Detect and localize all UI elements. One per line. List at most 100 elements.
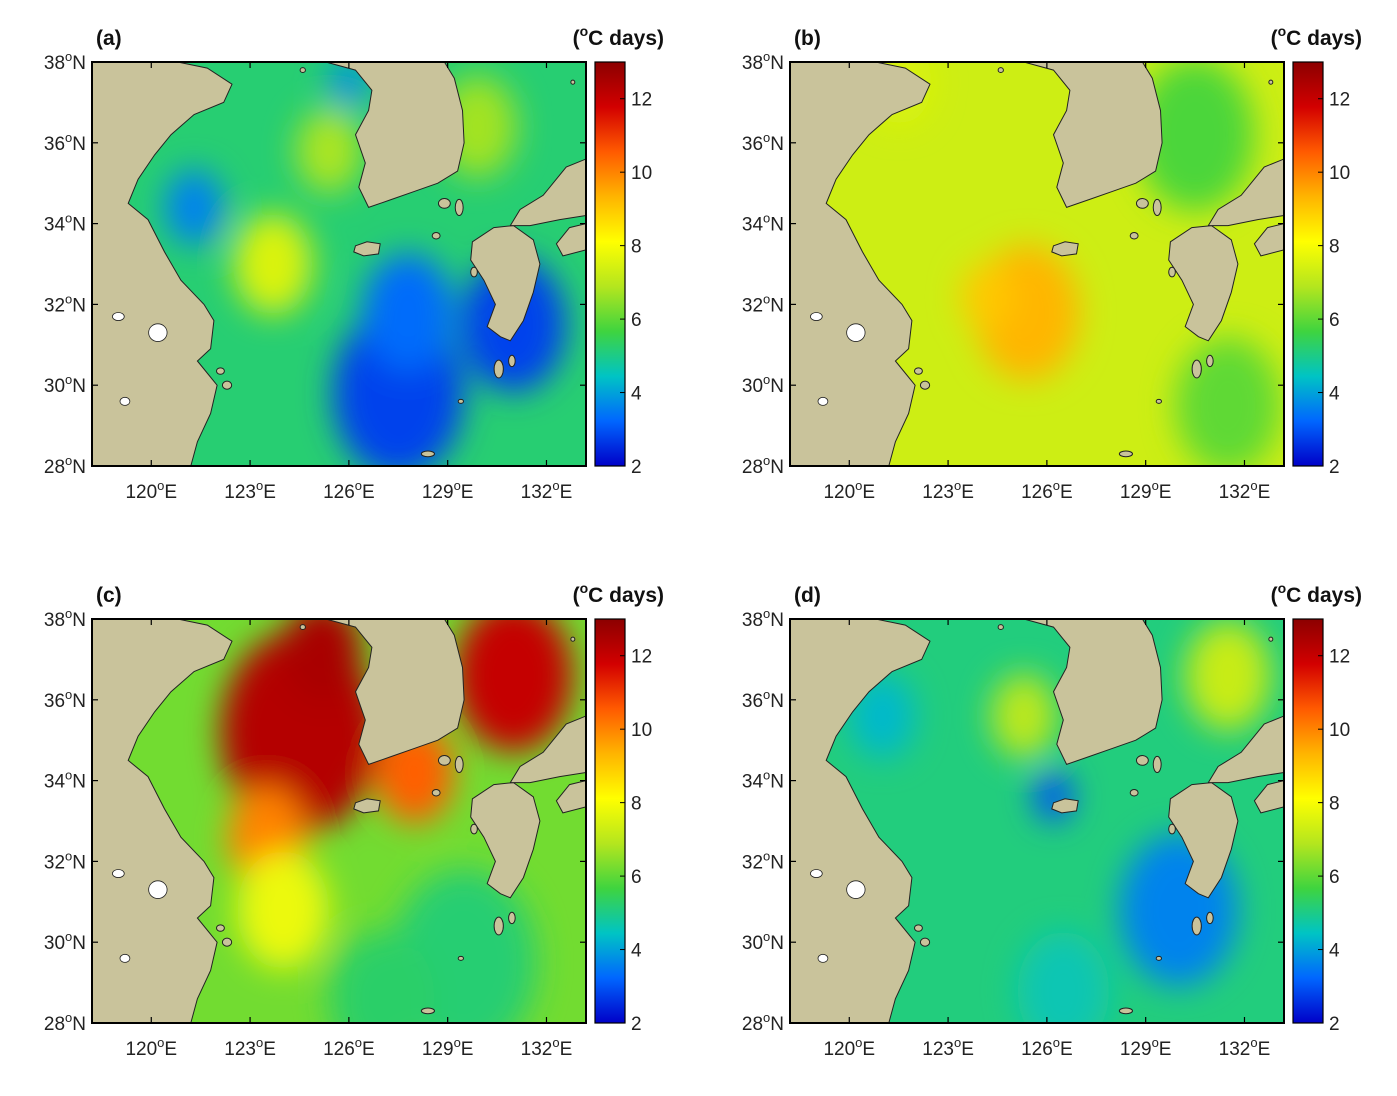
colorbar: 2 4 6 8 10 12	[594, 61, 652, 478]
lon-tick-label: 123oE	[224, 478, 276, 503]
small-island	[1118, 450, 1134, 458]
colorbar-tick-label: 4	[1329, 384, 1340, 405]
unit-label: (oC days)	[573, 23, 664, 50]
korea-landmass	[325, 62, 465, 209]
map-frame	[91, 61, 587, 467]
shikoku-landmass	[1253, 780, 1284, 814]
small-island	[1168, 823, 1176, 835]
colorbar-tick-label: 12	[1329, 90, 1350, 111]
lat-tick-label: 28oN	[742, 1010, 784, 1035]
small-island	[299, 67, 306, 74]
small-island	[919, 380, 931, 390]
inland-lake	[148, 880, 168, 899]
colorbar: 2 4 6 8 10 12	[1292, 61, 1350, 478]
panel-label: (c)	[96, 584, 122, 607]
map-frame	[789, 618, 1285, 1024]
china-landmass	[790, 619, 931, 1023]
korea-landmass	[1023, 619, 1163, 766]
lat-tick-label: 28oN	[44, 1010, 86, 1035]
inland-lake	[846, 323, 866, 342]
honshu-landmass	[1207, 715, 1284, 784]
shikoku-landmass	[555, 223, 586, 257]
small-island	[215, 367, 225, 375]
inland-lake	[817, 953, 829, 963]
china-landmass	[92, 619, 233, 1023]
map-area	[790, 62, 1284, 466]
china-landmass	[92, 62, 233, 466]
field-blob	[233, 213, 313, 315]
inland-lake	[817, 396, 829, 406]
kyushu-landmass	[1168, 782, 1239, 899]
field-blob	[164, 169, 224, 246]
lat-tick-label: 28oN	[742, 453, 784, 478]
map-area	[92, 619, 586, 1023]
field-blob	[1017, 931, 1110, 1023]
small-island	[493, 359, 504, 379]
panel-label: (a)	[96, 27, 122, 50]
shikoku-landmass	[555, 780, 586, 814]
small-island	[1152, 198, 1162, 217]
small-island	[1268, 636, 1274, 642]
lat-tick-label: 30oN	[44, 929, 86, 954]
inland-lake	[112, 869, 125, 878]
panel-label: (b)	[794, 27, 821, 50]
small-island	[420, 1007, 436, 1015]
colorbar-tick-label: 10	[1329, 720, 1350, 741]
colorbar-tick-label: 10	[631, 163, 652, 184]
colorbar: 2 4 6 8 10 12	[594, 618, 652, 1035]
lat-tick-label: 34oN	[44, 211, 86, 236]
colorbar-tick-label: 6	[1329, 867, 1340, 888]
field-blob	[961, 262, 1014, 331]
field-blob	[990, 673, 1057, 759]
colorbar-tick-label: 2	[631, 457, 642, 478]
inland-lake	[846, 880, 866, 899]
small-island	[493, 916, 504, 936]
small-island	[1152, 755, 1162, 774]
small-island	[470, 266, 478, 278]
colorbar-tick-label: 6	[631, 867, 642, 888]
jeju-island	[353, 241, 381, 257]
lat-tick-label: 36oN	[44, 130, 86, 155]
small-island	[508, 354, 516, 368]
colorbar-gradient	[1292, 61, 1324, 467]
map-panel-a: (a) 120oE 123oE 126oE 129oE 132oE 28oN 30oN 32o…	[44, 23, 664, 503]
map-area	[92, 62, 586, 466]
map-panel-c: (c) 120oE 123oE 126oE 129oE 132oE 28oN 30oN 32o…	[44, 580, 664, 1060]
lon-tick-label: 120oE	[823, 478, 875, 503]
colorbar-tick-label: 2	[1329, 1014, 1340, 1035]
small-island	[1155, 398, 1162, 404]
small-island	[508, 911, 516, 925]
anomaly-field	[220, 619, 573, 1023]
small-island	[1191, 916, 1202, 936]
inland-lake	[119, 953, 131, 963]
lon-tick-label: 123oE	[922, 478, 974, 503]
honshu-landmass	[1207, 158, 1284, 227]
korea-landmass	[325, 619, 465, 766]
panel-label: (d)	[794, 584, 821, 607]
small-island	[299, 624, 306, 631]
small-island	[470, 823, 478, 835]
field-blob	[362, 253, 455, 372]
colorbar-tick-label: 8	[1329, 794, 1340, 815]
kyushu-landmass	[470, 225, 541, 342]
lon-tick-label: 123oE	[224, 1035, 276, 1060]
colorbar-tick-label: 10	[1329, 163, 1350, 184]
jeju-island	[1051, 798, 1079, 814]
small-island	[997, 624, 1004, 631]
colorbar-tick-label: 8	[1329, 237, 1340, 258]
colorbar-tick-label: 6	[1329, 310, 1340, 331]
small-island	[1155, 955, 1162, 961]
lon-tick-label: 126oE	[1021, 1035, 1073, 1060]
colorbar: 2 4 6 8 10 12	[1292, 618, 1350, 1035]
lon-tick-label: 126oE	[323, 1035, 375, 1060]
small-island	[1135, 755, 1149, 766]
small-island	[1206, 354, 1214, 368]
small-island	[454, 198, 464, 217]
small-island	[437, 198, 451, 209]
small-island	[420, 450, 436, 458]
small-island	[1191, 359, 1202, 379]
colorbar-tick-label: 12	[631, 647, 652, 668]
field-blob	[283, 619, 363, 703]
small-island	[919, 937, 931, 947]
